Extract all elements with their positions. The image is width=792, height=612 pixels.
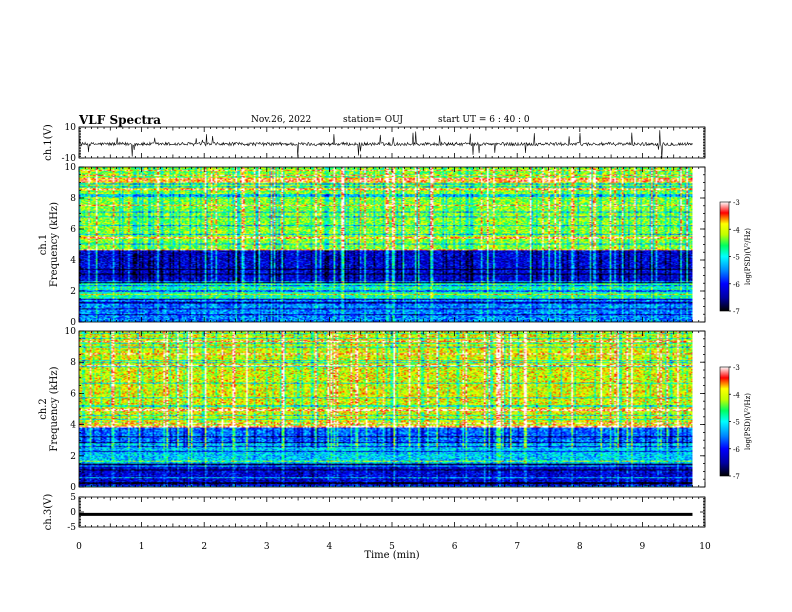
x-tick-label: 9 xyxy=(640,542,646,552)
ch2-colorbar-tick-label: -3 xyxy=(733,364,740,372)
ch1-colorbar-tick-label: -5 xyxy=(733,254,740,262)
ch1-spectrogram-y-tick-label: 10 xyxy=(65,163,77,173)
ch1-spectrogram-y-tick-label: 0 xyxy=(70,318,76,328)
ch2-spectrogram-y-tick-label: 6 xyxy=(70,389,76,399)
x-tick-label: 7 xyxy=(514,542,520,552)
ch1-spectrogram-y-tick-label: 6 xyxy=(70,225,76,235)
ch1-spectrogram-y-tick-label: 4 xyxy=(70,256,76,266)
ch2-colorbar-tick-label: -4 xyxy=(733,391,740,399)
ch2-colorbar-label: log(PSD)(V²/Hz) xyxy=(744,393,752,450)
ch2-spectrogram-y-tick-label: 10 xyxy=(65,327,77,337)
ch3-waveform-y-tick-label: 5 xyxy=(70,493,76,503)
ch1-spectrogram-y-tick-label: 2 xyxy=(70,287,76,297)
ch1-colorbar xyxy=(719,201,730,312)
ch2-spectrogram-y-tick-label: 8 xyxy=(70,358,76,368)
ch2-spectrogram-y-tick-label: 2 xyxy=(70,452,76,462)
ch3-waveform-y-tick-label: -5 xyxy=(67,523,76,533)
ch1-waveform-ylabel: ch.1(V) xyxy=(43,124,54,161)
x-axis-title: Time (min) xyxy=(364,550,419,561)
ch2-spectrogram-ylabel-line1: ch.2 xyxy=(38,398,49,420)
ch2-spectrogram-image xyxy=(79,331,693,487)
start-time-label: start UT = 6 : 40 : 0 xyxy=(438,115,530,125)
ch1-spectrogram-y-tick-label: 8 xyxy=(70,194,76,204)
x-tick-label: 10 xyxy=(699,542,711,552)
ch2-spectrogram-ylabel-line2: Frequency (kHz) xyxy=(49,366,60,451)
chart-title: VLF Spectra xyxy=(79,113,162,127)
ch1-waveform-y-tick-label: -10 xyxy=(62,154,77,164)
x-tick-label: 6 xyxy=(452,542,458,552)
ch1-spectrogram-image xyxy=(79,167,693,322)
x-tick-label: 4 xyxy=(327,542,333,552)
ch1-spectrogram-ylabel-line2: Frequency (kHz) xyxy=(49,202,60,287)
ch1-colorbar-tick-label: -6 xyxy=(733,281,740,289)
station-label: station= OUJ xyxy=(343,115,404,125)
x-tick-label: 3 xyxy=(264,542,270,552)
ch3-waveform-y-tick-label: 0 xyxy=(70,508,76,518)
x-tick-label: 8 xyxy=(577,542,583,552)
ch1-waveform-y-tick-label: 10 xyxy=(65,123,77,133)
ch2-colorbar-tick-label: -6 xyxy=(733,446,740,454)
ch2-colorbar-tick-label: -7 xyxy=(733,473,740,481)
x-tick-label: 2 xyxy=(201,542,207,552)
x-tick-label: 5 xyxy=(389,542,395,552)
x-tick-label: 1 xyxy=(139,542,145,552)
ch1-waveform-line xyxy=(78,130,693,160)
ch1-colorbar-tick-label: -4 xyxy=(733,226,740,234)
ch2-spectrogram-y-tick-label: 4 xyxy=(70,421,76,431)
ch2-colorbar xyxy=(719,366,730,477)
date-label: Nov.26, 2022 xyxy=(251,115,312,125)
ch2-colorbar-tick-label: -5 xyxy=(733,419,740,427)
ch1-spectrogram-ylabel-line1: ch.1 xyxy=(38,234,49,256)
ch2-spectrogram-y-tick-label: 0 xyxy=(70,483,76,493)
x-tick-label: 0 xyxy=(76,542,82,552)
ch1-colorbar-tick-label: -3 xyxy=(733,199,740,207)
ch3-waveform-ylabel: ch.3(V) xyxy=(43,494,54,531)
ch1-colorbar-label: log(PSD)(V²/Hz) xyxy=(744,228,752,285)
ch1-colorbar-tick-label: -7 xyxy=(733,308,740,316)
